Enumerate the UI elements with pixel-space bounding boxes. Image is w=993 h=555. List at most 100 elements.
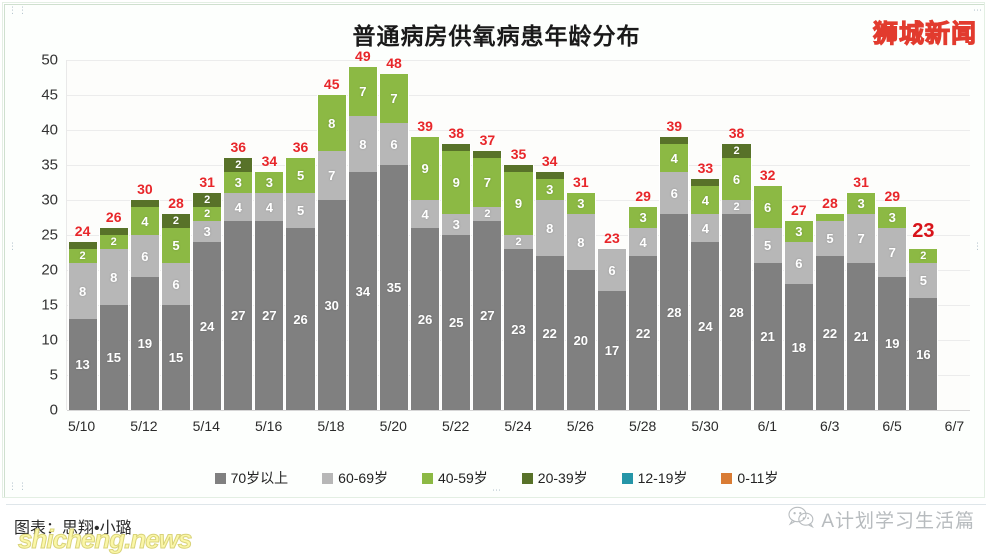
bar-stack: 16 5 2 (908, 249, 939, 410)
bar-segment: 23 (504, 249, 533, 410)
y-axis: 0 5 10 15 20 25 30 35 40 45 50 (30, 52, 62, 419)
bar-segment: 5 (909, 263, 938, 298)
bar-segment: 22 (535, 256, 564, 410)
bar-total-label: 27 (791, 202, 807, 218)
bar-column[interactable]: 49 34 8 7 (347, 48, 378, 410)
frame-handle-left-middle[interactable]: ⋮ (8, 241, 18, 251)
bar-segment: 4 (629, 228, 658, 256)
y-axis-tick: 45 (41, 86, 58, 104)
x-axis-tick (845, 412, 876, 442)
segment-value-label: 5 (826, 231, 834, 246)
bar-column[interactable]: 34 22 8 3 (534, 60, 565, 410)
bar-column[interactable]: 23 17 6 (596, 60, 628, 410)
bar-column[interactable]: 34 27 4 3 (254, 60, 285, 410)
bar-stack: 22 5 (814, 214, 846, 410)
bar-column[interactable]: 29 19 7 3 (877, 60, 908, 410)
bar-column[interactable]: 38 25 3 9 (441, 60, 472, 410)
bar-column[interactable]: 23 16 5 2 (908, 60, 939, 410)
bar-column[interactable]: 48 35 6 7 (378, 55, 410, 410)
bar-column[interactable] (939, 60, 970, 410)
bar-stack: 30 7 8 (316, 95, 347, 410)
segment-value-label: 3 (234, 175, 242, 190)
bar-total-label: 34 (541, 153, 558, 169)
frame-handle-right-middle[interactable]: ⋮ (973, 241, 983, 251)
segment-value-label: 6 (764, 199, 772, 215)
legend-item[interactable]: 60-69岁 (322, 468, 388, 488)
bar-column[interactable]: 30 19 6 4 (129, 60, 160, 410)
legend-item[interactable]: 70岁以上 (214, 468, 289, 488)
bar-stack: 18 6 3 (783, 221, 814, 410)
y-axis-tick: 15 (41, 296, 58, 314)
segment-value-label: 6 (608, 262, 616, 278)
legend-item[interactable]: 20-39岁 (521, 468, 588, 488)
segment-value-label: 34 (355, 283, 371, 299)
x-axis-tick (284, 412, 315, 442)
bar-column[interactable]: 26 15 8 2 (98, 60, 129, 410)
segment-value-label: 19 (137, 336, 153, 351)
bar-column[interactable]: 45 30 7 8 (316, 60, 347, 410)
legend-color-swatch (521, 472, 533, 484)
chart-title: 普通病房供氧病患年龄分布 (352, 23, 641, 49)
bar-column[interactable]: 39 26 4 9 (410, 60, 441, 410)
bar-segment: 4 (411, 200, 440, 228)
bar-stack: 21 7 3 (846, 193, 877, 410)
bar-total-label: 30 (137, 181, 153, 197)
segment-value-label: 2 (79, 249, 86, 262)
bar-segment (535, 172, 564, 179)
bar-column[interactable]: 31 20 8 3 (565, 60, 596, 410)
legend-label: 40-59岁 (437, 470, 488, 486)
segment-value-label: 2 (235, 158, 242, 171)
bar-column[interactable]: 24 13 8 2 (67, 60, 98, 410)
y-axis-tick: 20 (41, 261, 58, 279)
bar-column[interactable]: 28 22 5 (814, 60, 846, 410)
bar-segment: 13 (68, 319, 97, 410)
bar-segment: 27 (224, 221, 253, 410)
x-axis-tick-label: 5/22 (442, 418, 470, 434)
bar-column[interactable]: 32 21 5 6 (752, 60, 783, 410)
legend-item[interactable]: 0-11岁 (721, 468, 778, 488)
x-axis-tick-label: 6/7 (944, 418, 965, 434)
bar-column[interactable]: 36 27 4 3 2 (223, 60, 254, 410)
segment-value-label: 7 (888, 245, 896, 260)
frame-handle-bottom-center[interactable]: ⋯ (492, 485, 502, 495)
x-axis-tick-label: 6/3 (819, 418, 840, 434)
bar-column[interactable]: 31 24 3 2 2 (192, 60, 223, 410)
footer: 图表：思翔•小璐 shicheng.news A计划学习生活篇 (0, 500, 993, 555)
legend-label: 70岁以上 (230, 470, 289, 486)
segment-value-label: 8 (546, 220, 554, 236)
bar-segment: 3 (442, 214, 471, 235)
bar-column[interactable]: 35 23 2 9 (503, 60, 534, 410)
y-axis-tick: 40 (41, 121, 58, 139)
bar-column[interactable]: 38 28 2 6 2 (721, 60, 752, 410)
bar-stack: 17 6 (596, 249, 628, 410)
x-axis-tick: 6/5 (876, 412, 907, 442)
frame-handle-top-right[interactable]: ⋯ (973, 5, 983, 15)
chart-legend: 70岁以上 60-69岁 40-59岁 20-39岁 12-19岁 0-11岁 (0, 468, 993, 488)
legend-label: 60-69岁 (338, 470, 388, 486)
segment-value-label: 6 (670, 185, 678, 201)
x-axis-tick-label: 5/10 (67, 418, 96, 434)
bar-segment: 21 (753, 263, 782, 410)
bar-column[interactable]: 36 26 5 5 (285, 60, 316, 410)
legend-item[interactable]: 12-19岁 (621, 468, 687, 488)
bar-total-label: 31 (199, 174, 215, 190)
segment-value-label: 9 (421, 161, 429, 176)
bar-column[interactable]: 37 27 2 7 (472, 60, 503, 410)
gridline (67, 60, 970, 61)
bar-column[interactable]: 33 24 4 4 (690, 60, 721, 410)
segment-value-label: 19 (884, 336, 900, 351)
bar-column[interactable]: 31 21 7 3 (846, 60, 877, 410)
bar-total-label: 39 (666, 118, 683, 134)
bar-column[interactable]: 39 28 6 4 (659, 60, 690, 410)
bar-column[interactable]: 28 15 6 5 2 (160, 60, 192, 410)
frame-handle-bottom-left[interactable]: ⋮⋮ (8, 481, 28, 491)
bar-segment: 26 (411, 228, 440, 410)
segment-value-label: 26 (293, 311, 308, 327)
legend-item[interactable]: 40-59岁 (421, 468, 488, 488)
bar-column[interactable]: 29 22 4 3 (628, 60, 659, 410)
bar-segment: 22 (629, 256, 658, 410)
frame-handle-top-left[interactable]: ⋮⋮ (8, 5, 28, 15)
bar-segment: 7 (473, 158, 502, 207)
bar-column[interactable]: 27 18 6 3 (783, 60, 814, 410)
bar-segment: 8 (99, 249, 128, 305)
